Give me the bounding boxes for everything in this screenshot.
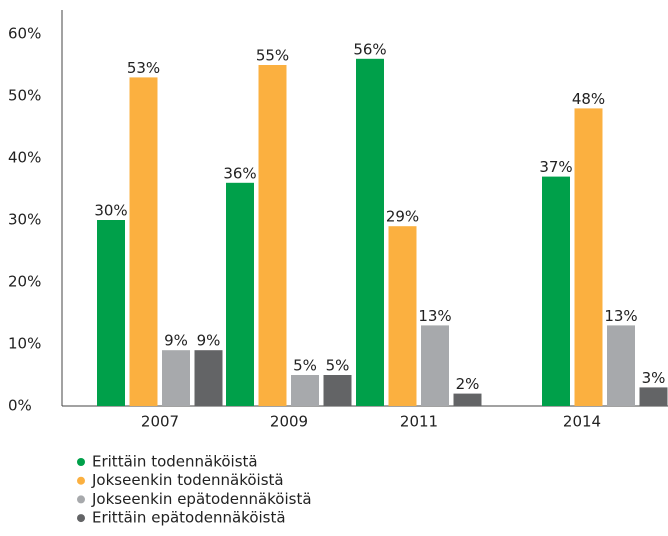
bar <box>323 375 352 406</box>
legend-marker <box>77 495 85 504</box>
bar <box>97 220 125 406</box>
legend-label: Erittäin todennäköistä <box>92 453 258 471</box>
x-tick-label: 2011 <box>400 413 438 431</box>
bar <box>258 65 287 406</box>
x-tick-label: 2009 <box>270 413 308 431</box>
legend-marker <box>77 514 85 523</box>
value-label: 29% <box>386 208 419 226</box>
bar <box>226 182 254 406</box>
y-tick-label: 10% <box>8 335 41 353</box>
legend-marker <box>77 458 85 466</box>
value-label: 55% <box>256 47 289 65</box>
y-tick-label: 60% <box>8 25 41 43</box>
bar <box>574 108 603 407</box>
y-tick-label: 50% <box>8 87 41 105</box>
value-label: 2% <box>456 375 480 393</box>
bar <box>129 77 158 407</box>
value-label: 5% <box>293 357 317 375</box>
bar <box>162 350 190 406</box>
bar <box>421 325 449 406</box>
value-label: 9% <box>164 332 188 350</box>
y-tick-label: 20% <box>8 273 41 291</box>
value-label: 37% <box>539 158 572 176</box>
value-label: 5% <box>326 357 350 375</box>
bar <box>291 375 319 406</box>
legend-label: Erittäin epätodennäköistä <box>92 509 286 527</box>
value-label: 13% <box>418 307 451 325</box>
bar <box>542 176 570 406</box>
value-label: 9% <box>197 332 221 350</box>
bar <box>639 387 668 406</box>
bar <box>388 226 417 406</box>
bar <box>356 58 384 407</box>
legend-marker <box>77 476 85 485</box>
value-label: 48% <box>572 90 605 108</box>
value-label: 30% <box>94 202 127 220</box>
legend-label: Jokseenkin epätodennäköistä <box>91 490 312 508</box>
value-label: 13% <box>604 307 637 325</box>
bar <box>453 393 482 406</box>
value-label: 56% <box>353 40 386 58</box>
legend-label: Jokseenkin todennäköistä <box>91 471 284 489</box>
value-label: 3% <box>642 369 666 387</box>
y-tick-label: 30% <box>8 211 41 229</box>
bar <box>607 325 635 406</box>
bar <box>194 350 223 406</box>
x-tick-label: 2007 <box>141 413 179 431</box>
y-tick-label: 40% <box>8 149 41 167</box>
y-tick-label: 0% <box>8 397 32 415</box>
value-label: 53% <box>127 59 160 77</box>
x-tick-label: 2014 <box>563 413 601 431</box>
value-label: 36% <box>223 164 256 182</box>
